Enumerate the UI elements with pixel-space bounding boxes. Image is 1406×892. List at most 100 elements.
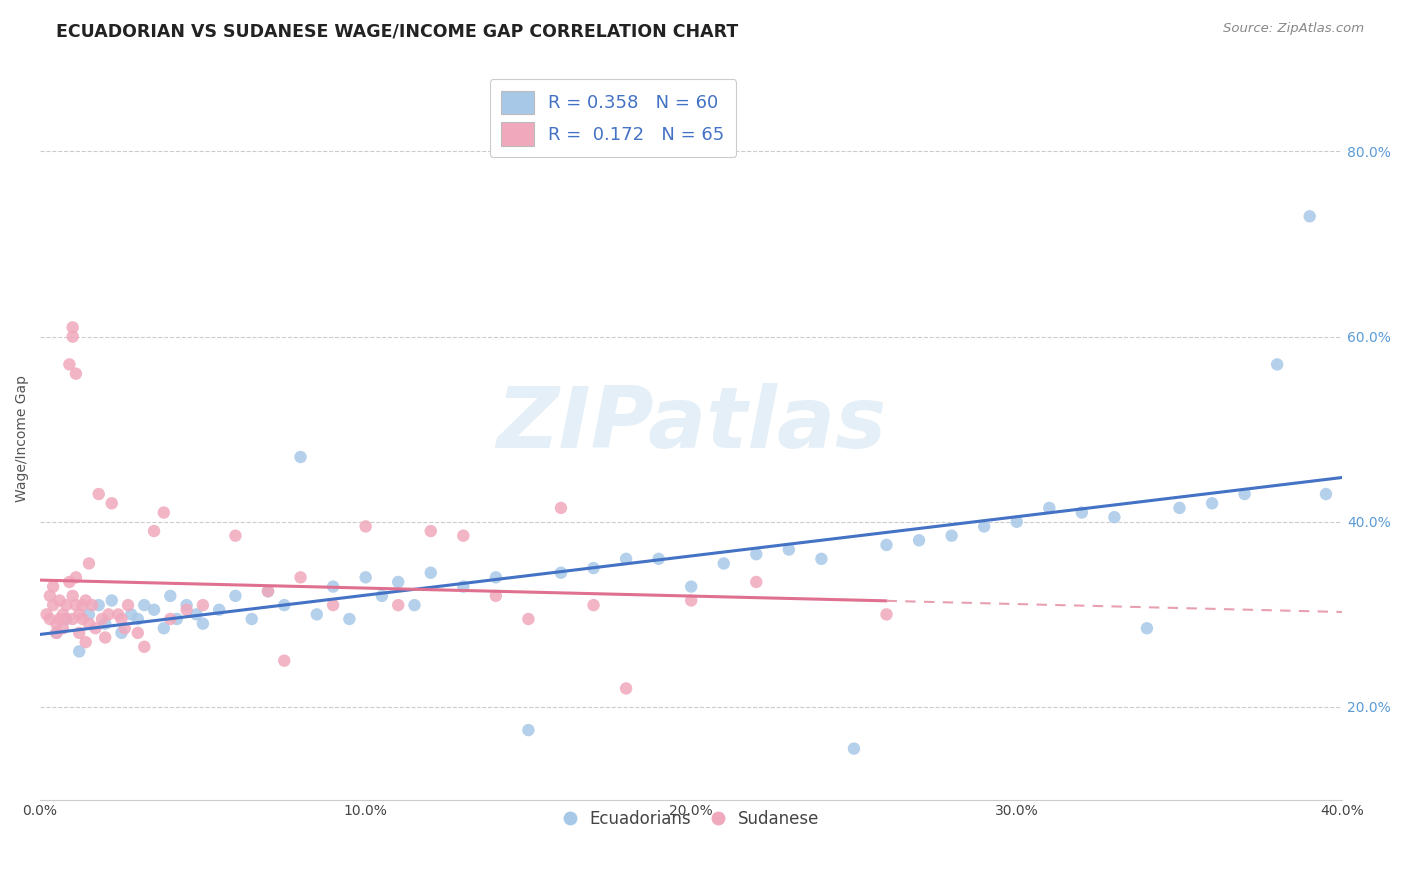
Point: [75, 635, 97, 649]
Point: [176, 598, 198, 612]
Point: [876, 538, 898, 552]
Point: [114, 621, 136, 635]
Point: [67, 644, 90, 658]
Point: [1315, 487, 1337, 501]
Point: [224, 589, 246, 603]
Point: [191, 598, 214, 612]
Point: [371, 589, 394, 603]
Point: [65, 598, 87, 612]
Point: [1070, 506, 1092, 520]
Point: [240, 612, 263, 626]
Point: [127, 626, 149, 640]
Point: [72, 598, 94, 612]
Point: [419, 566, 441, 580]
Point: [100, 496, 122, 510]
Point: [166, 612, 188, 626]
Point: [62, 589, 84, 603]
Point: [1265, 358, 1288, 372]
Point: [38, 589, 60, 603]
Point: [134, 598, 156, 612]
Point: [1233, 487, 1256, 501]
Point: [876, 607, 898, 622]
Point: [62, 612, 84, 626]
Point: [305, 607, 328, 622]
Point: [153, 621, 176, 635]
Point: [52, 621, 75, 635]
Point: [681, 593, 703, 607]
Point: [354, 519, 377, 533]
Point: [35, 607, 58, 622]
Point: [38, 612, 60, 626]
Point: [550, 500, 572, 515]
Point: [55, 598, 77, 612]
Point: [1136, 621, 1159, 635]
Point: [117, 598, 139, 612]
Point: [387, 574, 409, 589]
Point: [42, 580, 65, 594]
Point: [257, 584, 280, 599]
Point: [419, 524, 441, 538]
Point: [273, 654, 295, 668]
Point: [614, 681, 637, 696]
Point: [745, 574, 768, 589]
Point: [153, 506, 176, 520]
Point: [55, 612, 77, 626]
Point: [176, 603, 198, 617]
Point: [52, 607, 75, 622]
Point: [97, 607, 120, 622]
Point: [42, 598, 65, 612]
Point: [110, 626, 132, 640]
Point: [186, 607, 208, 622]
Point: [713, 557, 735, 571]
Point: [290, 570, 312, 584]
Point: [208, 603, 231, 617]
Point: [159, 612, 181, 626]
Point: [257, 584, 280, 599]
Point: [1299, 209, 1322, 223]
Point: [941, 529, 963, 543]
Point: [273, 598, 295, 612]
Point: [94, 616, 117, 631]
Point: [485, 589, 508, 603]
Point: [224, 529, 246, 543]
Point: [582, 561, 605, 575]
Point: [134, 640, 156, 654]
Point: [453, 580, 475, 594]
Point: [1005, 515, 1028, 529]
Point: [100, 593, 122, 607]
Point: [485, 570, 508, 584]
Point: [582, 598, 605, 612]
Point: [1201, 496, 1223, 510]
Text: ECUADORIAN VS SUDANESE WAGE/INCOME GAP CORRELATION CHART: ECUADORIAN VS SUDANESE WAGE/INCOME GAP C…: [56, 22, 738, 40]
Point: [453, 529, 475, 543]
Point: [107, 607, 129, 622]
Point: [65, 570, 87, 584]
Point: [87, 487, 110, 501]
Point: [973, 519, 995, 533]
Point: [82, 598, 104, 612]
Point: [110, 612, 132, 626]
Point: [810, 551, 832, 566]
Legend: Ecuadorians, Sudanese: Ecuadorians, Sudanese: [557, 803, 825, 835]
Point: [778, 542, 800, 557]
Point: [77, 557, 100, 571]
Point: [143, 603, 166, 617]
Point: [67, 626, 90, 640]
Point: [681, 580, 703, 594]
Point: [55, 612, 77, 626]
Point: [87, 598, 110, 612]
Point: [354, 570, 377, 584]
Point: [191, 616, 214, 631]
Text: Source: ZipAtlas.com: Source: ZipAtlas.com: [1223, 22, 1364, 36]
Point: [48, 593, 70, 607]
Point: [1168, 500, 1191, 515]
Point: [120, 607, 142, 622]
Point: [387, 598, 409, 612]
Point: [159, 589, 181, 603]
Point: [127, 612, 149, 626]
Point: [143, 524, 166, 538]
Point: [908, 533, 931, 548]
Point: [91, 612, 114, 626]
Point: [842, 741, 865, 756]
Point: [745, 547, 768, 561]
